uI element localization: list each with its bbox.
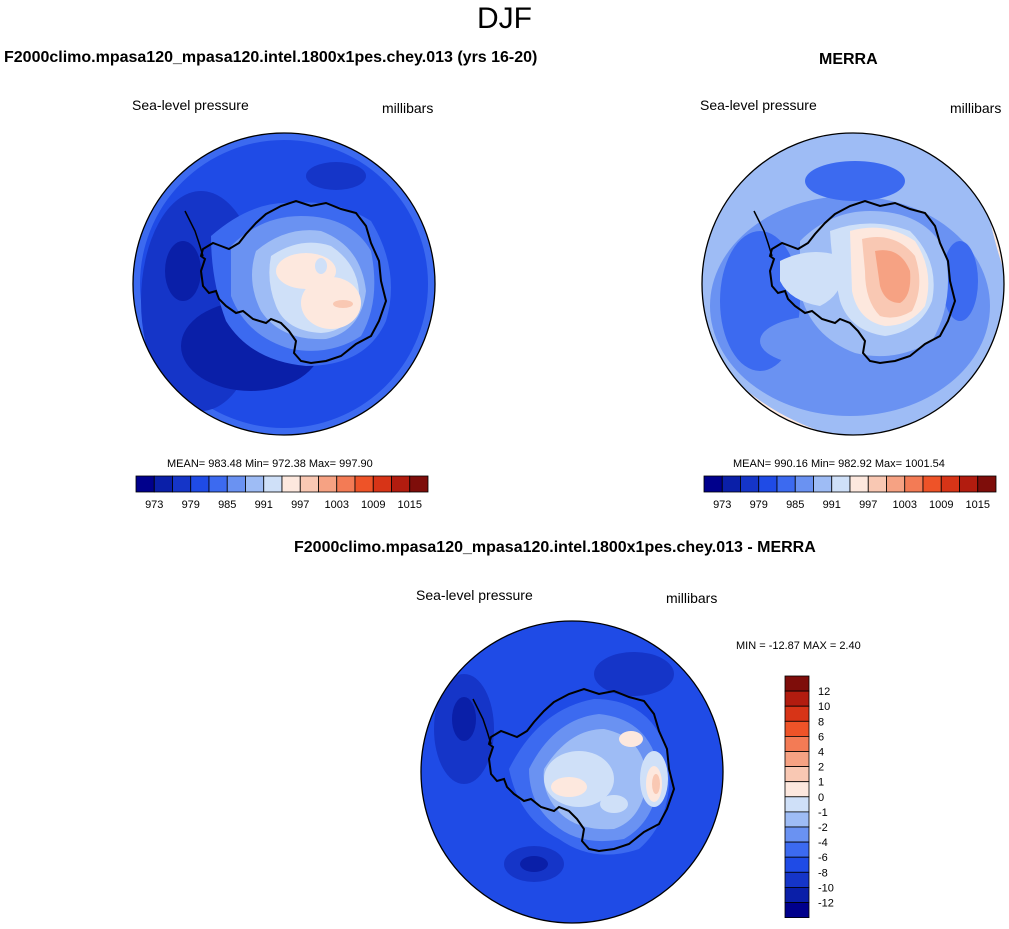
- colorbar-swatch: [263, 475, 283, 493]
- colorbar-swatch: [391, 475, 411, 493]
- colorbar-swatch: [922, 475, 942, 493]
- colorbar-tick-label: 6: [818, 731, 824, 743]
- colorbar-tick-label: 4: [818, 747, 824, 759]
- colorbar-tick-label: 1009: [361, 499, 385, 511]
- model-stats: MEAN= 983.48 Min= 972.38 Max= 997.90: [167, 458, 373, 470]
- colorbar-swatch: [299, 475, 319, 493]
- colorbar-swatch: [226, 475, 246, 493]
- colorbar-swatch: [372, 475, 392, 493]
- colorbar-tick-label: 10: [818, 701, 830, 713]
- colorbar-tick-label: -6: [818, 852, 828, 864]
- colorbar-swatch: [784, 766, 810, 783]
- colorbar-tick-label: -10: [818, 882, 834, 894]
- colorbar-swatch: [703, 475, 723, 493]
- colorbar-swatch: [784, 736, 810, 752]
- colorbar-swatch: [784, 826, 810, 843]
- model-panel-title: F2000climo.mpasa120_mpasa120.intel.1800x…: [4, 49, 538, 66]
- colorbar-tick-label: 991: [255, 499, 273, 511]
- diff-polar-map: [420, 620, 724, 924]
- colorbar-swatch: [409, 475, 429, 493]
- colorbar-swatch: [135, 475, 155, 493]
- colorbar-swatch: [784, 720, 810, 737]
- colorbar-swatch: [849, 475, 869, 493]
- colorbar-tick-label: -12: [818, 898, 834, 910]
- model-variable-label: Sea-level pressure: [132, 97, 249, 113]
- colorbar-tick-label: 8: [818, 716, 824, 728]
- colorbar-swatch: [336, 475, 356, 493]
- colorbar-swatch: [940, 475, 960, 493]
- model-colorbar: 973 979 985 991 997 1003 1009 1015: [135, 475, 429, 511]
- colorbar-swatch: [784, 841, 810, 858]
- colorbar-swatch: [721, 475, 741, 493]
- colorbar-swatch: [813, 475, 833, 493]
- obs-units-label: millibars: [950, 100, 1002, 116]
- colorbar-tick-label: 1003: [325, 499, 349, 511]
- colorbar-swatch: [784, 705, 810, 722]
- diff-panel-title: F2000climo.mpasa120_mpasa120.intel.1800x…: [294, 539, 816, 556]
- colorbar-swatch: [153, 475, 173, 493]
- colorbar-swatch: [784, 781, 810, 798]
- colorbar-swatch: [784, 751, 810, 768]
- colorbar-swatch: [172, 475, 192, 493]
- colorbar-tick-label: 0: [818, 792, 824, 804]
- colorbar-swatch: [867, 475, 887, 493]
- colorbar-tick-label: 1003: [893, 499, 917, 511]
- colorbar-swatch: [784, 886, 810, 903]
- colorbar-tick-label: 973: [713, 499, 731, 511]
- colorbar-swatch: [318, 475, 338, 493]
- colorbar-swatch: [904, 475, 924, 493]
- colorbar-swatch: [886, 475, 906, 493]
- colorbar-tick-label: -4: [818, 837, 828, 849]
- colorbar-tick-label: 997: [291, 499, 309, 511]
- colorbar-tick-label: -8: [818, 867, 828, 879]
- obs-variable-label: Sea-level pressure: [700, 97, 817, 113]
- colorbar-swatch: [784, 796, 810, 813]
- diff-units-label: millibars: [666, 590, 718, 606]
- colorbar-swatch: [740, 475, 760, 493]
- colorbar-tick-label: -2: [818, 822, 828, 834]
- colorbar-tick-label: 973: [145, 499, 163, 511]
- colorbar-swatch: [784, 902, 810, 919]
- colorbar-tick-label: 1015: [966, 499, 990, 511]
- colorbar-tick-label: 991: [823, 499, 841, 511]
- colorbar-swatch: [776, 475, 796, 493]
- colorbar-swatch: [794, 475, 814, 493]
- obs-colorbar: 973 979 985 991 997 1003 1009 1015: [703, 475, 997, 511]
- obs-panel-title: MERRA: [819, 51, 878, 68]
- diff-variable-label: Sea-level pressure: [416, 587, 533, 603]
- colorbar-tick-label: 979: [750, 499, 768, 511]
- colorbar-tick-label: 979: [182, 499, 200, 511]
- colorbar-tick-label: 2: [818, 762, 824, 774]
- colorbar-tick-label: 12: [818, 686, 830, 698]
- colorbar-swatch: [281, 475, 301, 493]
- colorbar-swatch: [758, 475, 778, 493]
- colorbar-swatch: [190, 475, 210, 493]
- colorbar-swatch: [245, 475, 265, 493]
- colorbar-swatch: [208, 475, 228, 493]
- figure-title: DJF: [477, 2, 532, 35]
- diff-stats: MIN = -12.87 MAX = 2.40: [736, 640, 861, 652]
- colorbar-swatch: [784, 811, 810, 828]
- model-units-label: millibars: [382, 100, 434, 116]
- colorbar-tick-label: 1015: [398, 499, 422, 511]
- model-polar-map: [132, 132, 436, 436]
- colorbar-swatch: [831, 475, 851, 493]
- colorbar-swatch: [784, 856, 810, 873]
- colorbar-swatch: [784, 690, 810, 707]
- obs-stats: MEAN= 990.16 Min= 982.92 Max= 1001.54: [733, 458, 945, 470]
- colorbar-swatch: [784, 675, 810, 692]
- colorbar-tick-label: 985: [218, 499, 236, 511]
- colorbar-tick-label: 997: [859, 499, 877, 511]
- colorbar-tick-label: 985: [786, 499, 804, 511]
- colorbar-swatch: [784, 871, 810, 888]
- colorbar-swatch: [959, 475, 979, 493]
- colorbar-tick-label: -1: [818, 807, 828, 819]
- colorbar-tick-label: 1: [818, 777, 824, 789]
- colorbar-tick-label: 1009: [929, 499, 953, 511]
- obs-polar-map: [701, 132, 1005, 436]
- colorbar-swatch: [977, 475, 997, 493]
- colorbar-swatch: [354, 475, 374, 493]
